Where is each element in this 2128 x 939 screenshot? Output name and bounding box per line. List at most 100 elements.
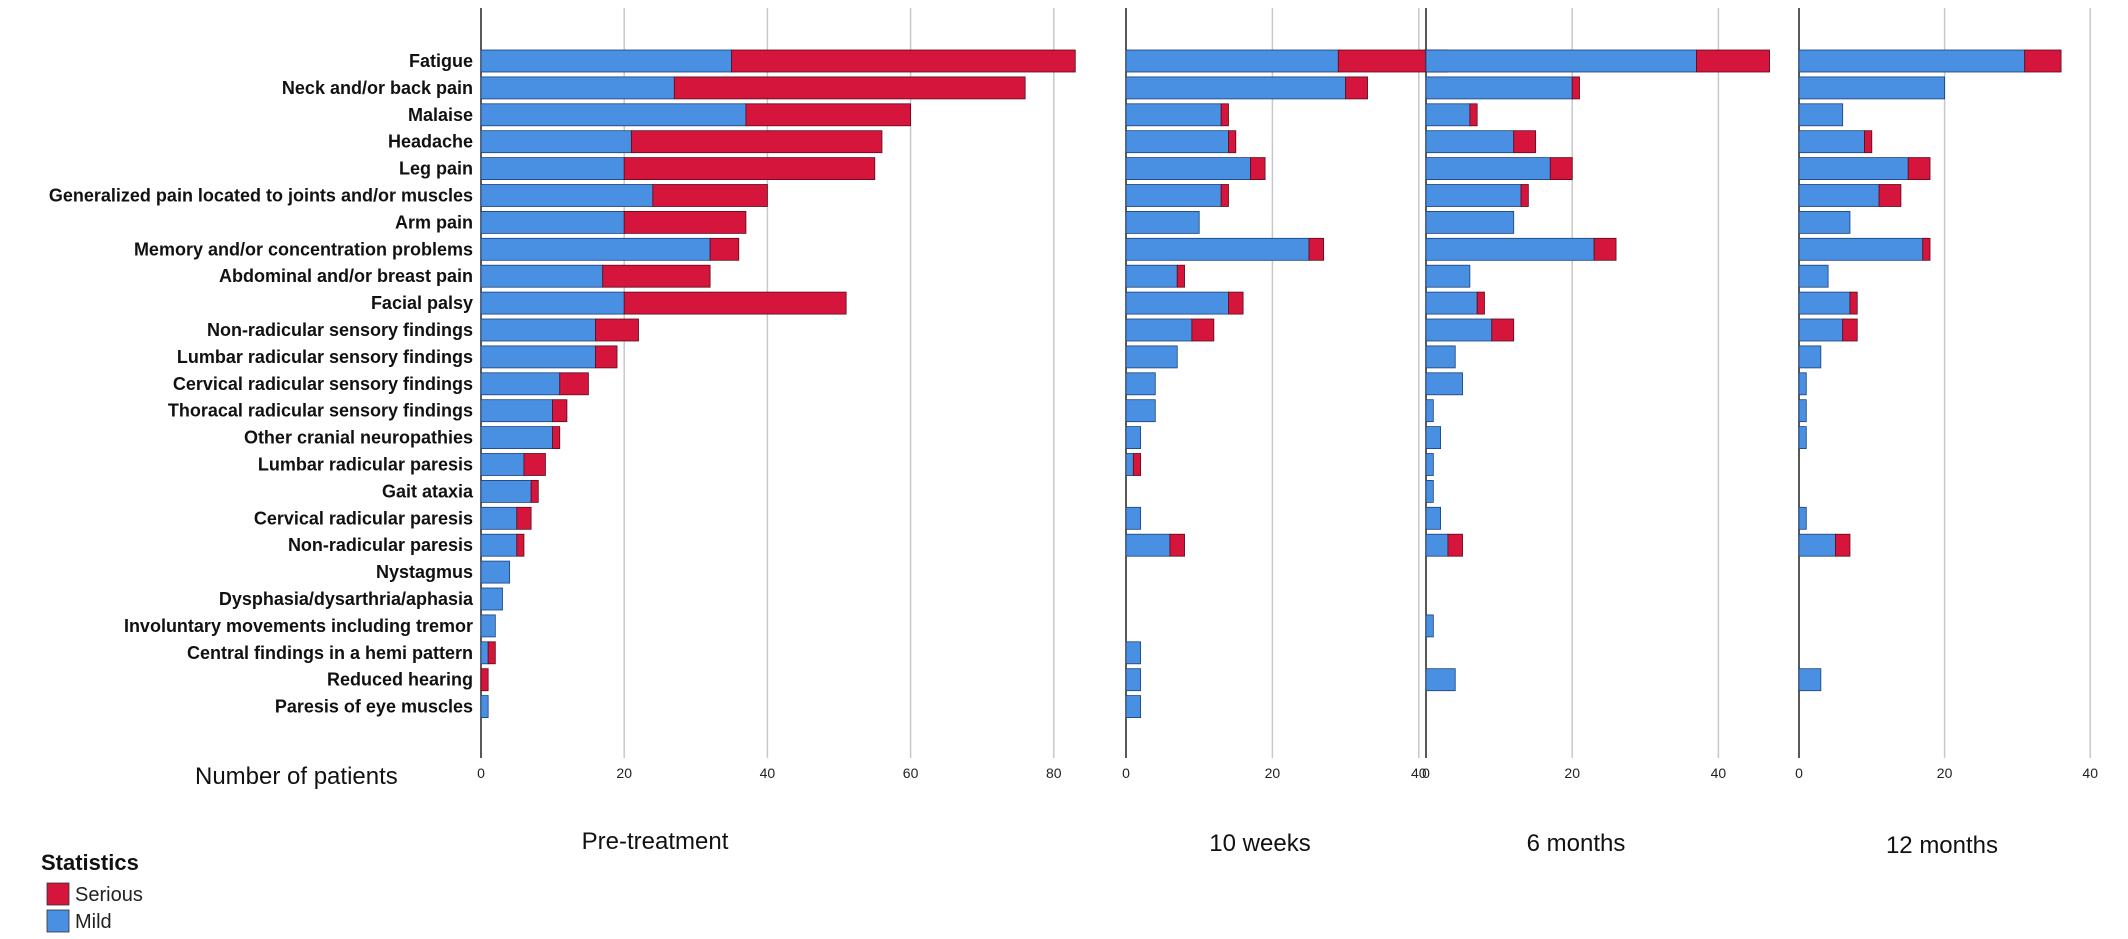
bar-serious <box>487 641 496 665</box>
bar-mild <box>1125 76 1347 100</box>
bar-mild <box>1125 157 1251 181</box>
bar-serious <box>516 533 525 557</box>
category-label: Leg pain <box>399 159 473 179</box>
bar-mild <box>1798 318 1844 342</box>
bar-serious <box>1250 157 1266 181</box>
bar-serious <box>630 130 883 154</box>
bar-mild <box>1425 426 1442 450</box>
bar-serious <box>673 76 1026 100</box>
bar-mild <box>480 210 625 234</box>
bar-mild <box>1798 264 1829 288</box>
bar-mild <box>480 372 561 396</box>
bar-mild <box>1425 237 1595 261</box>
bar-mild <box>1798 210 1851 234</box>
category-label: Memory and/or concentration problems <box>134 239 473 259</box>
bar-mild <box>1125 668 1142 692</box>
bar-serious <box>602 264 711 288</box>
bar-mild <box>1798 49 2026 73</box>
category-label: Other cranial neuropathies <box>244 428 473 448</box>
bar-mild <box>1425 345 1456 369</box>
category-label: Central findings in a hemi pattern <box>187 643 473 663</box>
bar-mild <box>1798 103 1844 127</box>
bar-mild <box>1425 184 1522 207</box>
bar-serious <box>1571 76 1580 100</box>
bar-mild <box>480 533 518 557</box>
category-label: Cervical radicular paresis <box>254 508 473 528</box>
panel-1: 0 20 40 10 weeks <box>1122 8 1449 857</box>
bar-mild <box>480 399 553 423</box>
bar-serious <box>1228 291 1244 315</box>
bar-mild <box>480 587 503 611</box>
bar-serious <box>1849 291 1858 315</box>
category-label: Reduced hearing <box>327 670 473 690</box>
panel-title: 10 weeks <box>1209 830 1310 857</box>
category-label: Malaise <box>408 105 473 125</box>
bar-mild <box>480 560 511 584</box>
bar-serious <box>1835 533 1851 557</box>
bar-serious <box>1220 184 1229 207</box>
bar-mild <box>1798 291 1851 315</box>
bar-mild <box>480 157 625 181</box>
bar-mild <box>480 130 632 154</box>
x-tick-label: 60 <box>903 765 919 781</box>
category-label: Abdominal and/or breast pain <box>219 266 473 286</box>
bar-mild <box>1125 453 1134 476</box>
bar-mild <box>1425 614 1434 638</box>
category-label: Cervical radicular sensory findings <box>173 374 473 394</box>
panel-0: 0 20 40 60 80 Pre-treatment <box>477 8 1076 855</box>
bar-serious <box>523 453 546 476</box>
legend-swatch-mild <box>46 909 70 933</box>
bar-serious <box>623 157 876 181</box>
bar-serious <box>595 318 639 342</box>
bar-mild <box>1125 372 1156 396</box>
bar-mild <box>480 345 596 369</box>
bar-mild <box>1798 76 1946 100</box>
bar-mild <box>480 103 747 127</box>
bar-mild <box>1798 668 1822 692</box>
category-label: Arm pain <box>395 212 473 232</box>
bar-mild <box>1125 237 1310 261</box>
bar-serious <box>1696 49 1770 73</box>
bar-serious <box>1593 237 1617 261</box>
bar-mild <box>480 318 596 342</box>
bar-serious <box>559 372 589 396</box>
category-label: Gait ataxia <box>382 481 474 501</box>
x-tick-label: 0 <box>477 765 485 781</box>
bar-serious <box>1191 318 1215 342</box>
bar-mild <box>1425 399 1434 423</box>
bar-serious <box>1228 130 1237 154</box>
category-label: Nystagmus <box>376 562 473 582</box>
bar-serious <box>1842 318 1858 342</box>
bar-mild <box>480 614 496 638</box>
panel-title: Pre-treatment <box>582 828 729 855</box>
bar-mild <box>1425 103 1471 127</box>
bar-mild <box>1425 506 1442 530</box>
bar-mild <box>1125 130 1229 154</box>
bar-mild <box>480 184 654 207</box>
bar-mild <box>1425 49 1697 73</box>
bar-serious <box>1308 237 1325 261</box>
panel-title: 12 months <box>1886 832 1998 859</box>
bar-mild <box>1425 372 1463 396</box>
bar-mild <box>1798 157 1909 181</box>
bar-serious <box>530 479 539 503</box>
bar-mild <box>1425 157 1551 181</box>
bar-mild <box>1798 237 1924 261</box>
bar-mild <box>1798 426 1807 450</box>
category-label: Generalized pain located to joints and/o… <box>49 186 473 206</box>
bar-mild <box>1798 506 1807 530</box>
category-label: Fatigue <box>409 51 473 71</box>
category-label: Involuntary movements including tremor <box>124 616 473 636</box>
bar-mild <box>480 426 553 450</box>
x-tick-label: 20 <box>1937 765 1953 781</box>
bar-mild <box>1125 345 1178 369</box>
bar-mild <box>1125 291 1229 315</box>
bar-serious <box>552 426 561 450</box>
bar-mild <box>480 237 711 261</box>
bar-mild <box>480 641 489 665</box>
bar-mild <box>1425 76 1573 100</box>
category-label: Lumbar radicular sensory findings <box>177 347 473 367</box>
bar-serious <box>1549 157 1573 181</box>
bar-serious <box>2024 49 2062 73</box>
